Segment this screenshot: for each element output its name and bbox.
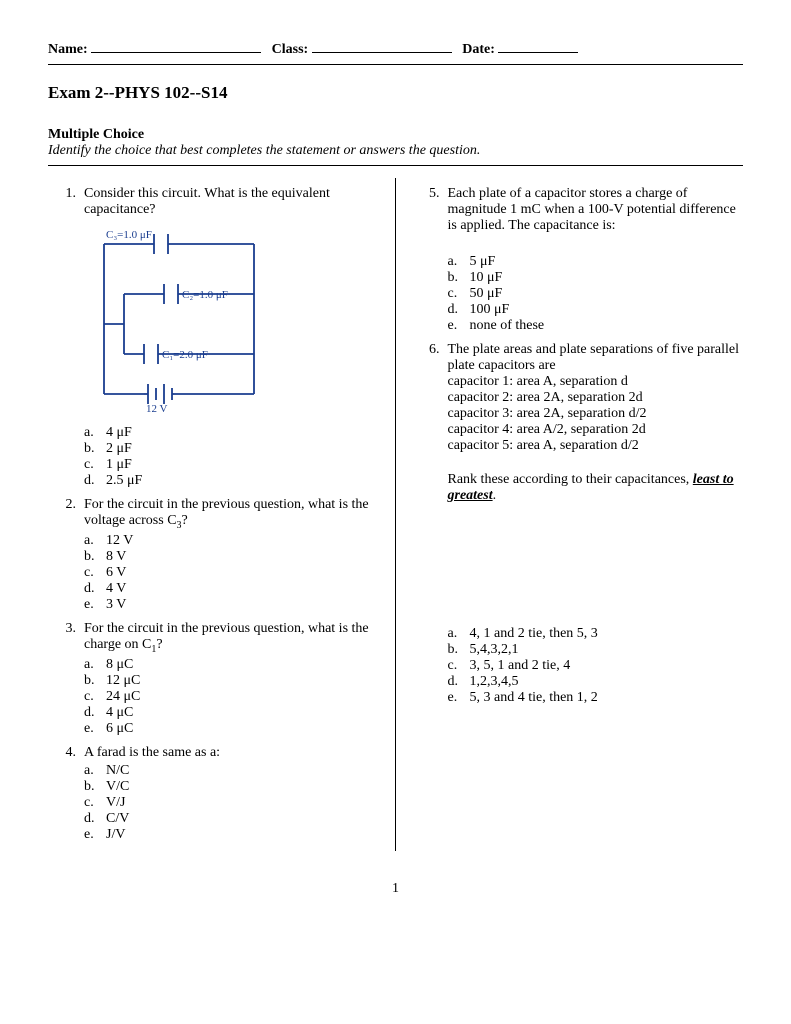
question-number: 3. [48,621,84,737]
choices: a.8 μC b.12 μC c.24 μC d.4 μC e.6 μC [84,657,379,737]
content-columns: 1. Consider this circuit. What is the eq… [48,178,743,851]
header-rule [48,64,743,65]
capacitor-line: capacitor 2: area 2A, separation 2d [448,390,744,406]
choice: d.C/V [84,811,379,827]
capacitor-line: capacitor 4: area A/2, separation 2d [448,422,744,438]
choice: a.8 μC [84,657,379,673]
choices: a.5 μF b.10 μF c.50 μF d.100 μF e.none o… [448,254,744,334]
exam-title: Exam 2--PHYS 102--S14 [48,83,743,103]
question-2: 2. For the circuit in the previous quest… [48,497,379,613]
capacitor-line: capacitor 5: area A, separation d/2 [448,438,744,454]
choice: b.12 μC [84,673,379,689]
question-number: 2. [48,497,84,613]
question-text: For the circuit in the previous question… [84,497,379,531]
choices: a.4, 1 and 2 tie, then 5, 3 b.5,4,3,2,1 … [448,626,744,706]
name-blank [91,40,261,53]
volt-label: 12 V [146,403,168,414]
choice: e.5, 3 and 4 tie, then 1, 2 [448,690,744,706]
choice: b.5,4,3,2,1 [448,642,744,658]
c3-label: C₃=1.0 μF [106,229,152,241]
circuit-diagram: C₃=1.0 μF C₂=1.0 μF C₁=2.0 μF 12 V [84,224,379,419]
choices: a.4 μF b.2 μF c.1 μF d.2.5 μF [84,425,379,489]
choice: e.none of these [448,318,744,334]
choice: d.1,2,3,4,5 [448,674,744,690]
question-text: A farad is the same as a: [84,745,379,761]
section-rule [48,165,743,166]
choice: b.10 μF [448,270,744,286]
question-text: Consider this circuit. What is the equiv… [84,186,379,218]
section-heading: Multiple Choice [48,127,743,143]
choice: a.5 μF [448,254,744,270]
page-number: 1 [48,881,743,897]
question-number: 1. [48,186,84,489]
header-fields: Name: Class: Date: [48,40,743,58]
question-4: 4. A farad is the same as a: a.N/C b.V/C… [48,745,379,843]
choice: b.2 μF [84,441,379,457]
choice: b.V/C [84,779,379,795]
choice: d.4 V [84,581,379,597]
choice: a.12 V [84,533,379,549]
choice: b.8 V [84,549,379,565]
section-instruction: Identify the choice that best completes … [48,143,743,159]
question-text: Each plate of a capacitor stores a charg… [448,186,744,234]
column-left: 1. Consider this circuit. What is the eq… [48,178,396,851]
class-blank [312,40,452,53]
question-text: For the circuit in the previous question… [84,621,379,655]
capacitor-line: capacitor 1: area A, separation d [448,374,744,390]
question-number: 5. [412,186,448,334]
question-6: 6. The plate areas and plate separations… [412,342,744,706]
date-label: Date: [462,42,495,57]
c1-label: C₁=2.0 μF [162,349,208,361]
column-right: 5. Each plate of a capacitor stores a ch… [396,178,744,851]
date-blank [498,40,578,53]
question-3: 3. For the circuit in the previous quest… [48,621,379,737]
choice: e.6 μC [84,721,379,737]
choice: c.50 μF [448,286,744,302]
choice: a.N/C [84,763,379,779]
capacitor-line: capacitor 3: area 2A, separation d/2 [448,406,744,422]
choice: c.V/J [84,795,379,811]
question-number: 4. [48,745,84,843]
name-label: Name: [48,42,88,57]
question-5: 5. Each plate of a capacitor stores a ch… [412,186,744,334]
c2-label: C₂=1.0 μF [182,289,228,301]
choice: a.4 μF [84,425,379,441]
choice: c.6 V [84,565,379,581]
choice: e.3 V [84,597,379,613]
question-1: 1. Consider this circuit. What is the eq… [48,186,379,489]
choice: c.24 μC [84,689,379,705]
choice: d.4 μC [84,705,379,721]
choices: a.N/C b.V/C c.V/J d.C/V e.J/V [84,763,379,843]
choice: c.1 μF [84,457,379,473]
question-text: The plate areas and plate separations of… [448,342,744,374]
choice: e.J/V [84,827,379,843]
choice: d.100 μF [448,302,744,318]
question-number: 6. [412,342,448,706]
choice: d.2.5 μF [84,473,379,489]
class-label: Class: [272,42,309,57]
rank-instruction: Rank these according to their capacitanc… [448,472,744,504]
choices: a.12 V b.8 V c.6 V d.4 V e.3 V [84,533,379,613]
choice: c.3, 5, 1 and 2 tie, 4 [448,658,744,674]
choice: a.4, 1 and 2 tie, then 5, 3 [448,626,744,642]
